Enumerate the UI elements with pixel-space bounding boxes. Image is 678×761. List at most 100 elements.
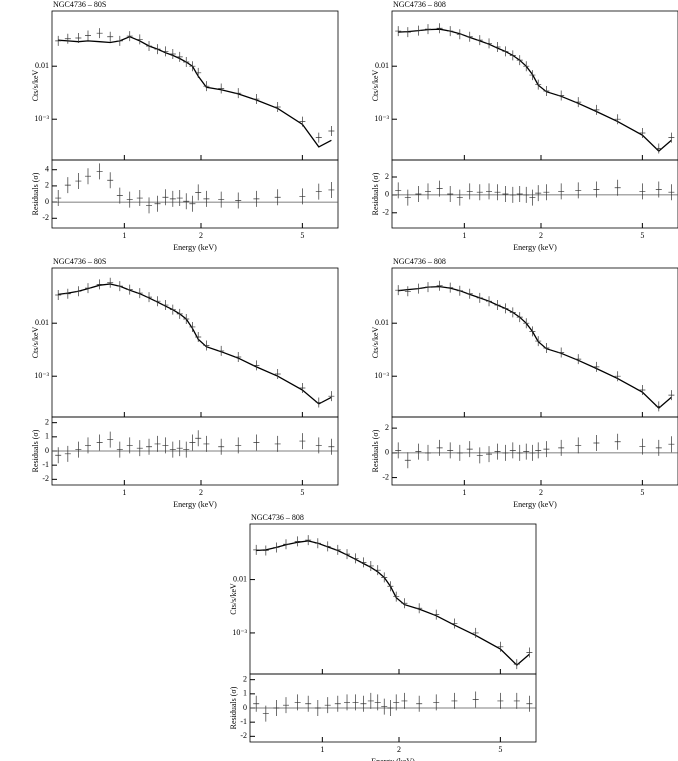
residual-point: [387, 700, 394, 716]
residual-point: [415, 186, 422, 202]
residual-frame: [391, 416, 678, 486]
count-point: [404, 286, 411, 297]
count-point: [154, 44, 161, 55]
count-point: [433, 609, 440, 620]
count-point: [535, 79, 542, 90]
count-point: [176, 51, 183, 62]
residual-point: [55, 190, 62, 207]
residual-point: [344, 694, 351, 711]
count-point: [195, 331, 202, 342]
y-tick-label: 10⁻³: [374, 114, 389, 123]
count-point: [476, 292, 483, 303]
count-point: [614, 371, 621, 382]
residual-point: [404, 189, 411, 206]
count-point: [436, 23, 443, 34]
residual-point: [96, 163, 103, 180]
x-tick-label: 2: [539, 231, 543, 240]
residual-y-tick-label: 2: [385, 172, 389, 181]
count-point: [146, 41, 153, 52]
count-point: [502, 303, 509, 314]
y-tick-label: 10⁻³: [34, 371, 49, 380]
residual-y-tick-label: 1: [243, 689, 247, 698]
residual-y-tick-label: -2: [240, 731, 247, 740]
residual-point: [668, 436, 675, 453]
residual-point: [273, 700, 280, 716]
residual-point: [315, 437, 322, 454]
residual-point: [466, 183, 473, 200]
residual-point: [502, 186, 509, 202]
panel-title: NGC4736 – 808: [393, 257, 446, 266]
residual-point: [456, 444, 463, 461]
residual-point: [315, 183, 322, 200]
y-tick-label: 0.01: [375, 318, 389, 327]
count-point: [472, 627, 479, 638]
count-point: [169, 48, 176, 59]
residual-point: [424, 183, 431, 200]
residual-point: [64, 177, 71, 194]
residual-point: [655, 181, 662, 198]
count-point: [509, 307, 516, 318]
residual-point: [614, 433, 621, 450]
count-point: [176, 308, 183, 319]
count-point: [447, 26, 454, 37]
residual-point: [639, 183, 646, 200]
residual-point: [558, 439, 565, 456]
residual-point: [282, 697, 289, 714]
count-point: [294, 536, 301, 547]
count-point: [64, 288, 71, 299]
residual-point: [235, 437, 242, 454]
residual-point: [639, 438, 646, 455]
count-point: [523, 61, 530, 72]
count-point: [84, 283, 91, 294]
count-point: [575, 97, 582, 108]
residual-point: [509, 442, 516, 459]
residual-point: [415, 443, 422, 460]
count-point: [282, 539, 289, 550]
residual-point: [529, 189, 536, 206]
count-point: [126, 284, 133, 295]
residual-frame: [391, 159, 678, 229]
count-point: [136, 288, 143, 299]
count-point: [639, 127, 646, 138]
count-point: [476, 35, 483, 46]
y-tick-label: 0.01: [375, 61, 389, 70]
residual-y-tick-label: 2: [385, 423, 389, 432]
count-point: [639, 384, 646, 395]
residual-point: [75, 173, 82, 190]
count-point: [169, 304, 176, 315]
residual-point: [218, 191, 225, 208]
residual-axis-label: Residuals (σ): [229, 686, 238, 729]
residual-point: [456, 189, 463, 206]
count-point: [218, 83, 225, 94]
count-point: [262, 545, 269, 556]
spectrum-frame: [249, 523, 537, 675]
count-point: [195, 67, 202, 78]
count-point: [415, 283, 422, 294]
residual-point: [154, 435, 161, 452]
count-point: [328, 391, 335, 402]
residual-y-tick-label: 2: [45, 417, 49, 426]
residual-point: [107, 431, 114, 448]
residual-point: [203, 190, 210, 207]
residual-axis-label: Residuals (σ): [371, 429, 380, 472]
residual-point: [436, 180, 443, 197]
count-point: [424, 24, 431, 35]
count-point: [451, 618, 458, 629]
count-point: [116, 281, 123, 292]
residual-point: [395, 442, 402, 459]
residual-point: [543, 441, 550, 458]
residual-point: [126, 437, 133, 454]
residual-point: [294, 694, 301, 711]
residual-point: [614, 179, 621, 196]
residual-point: [404, 452, 411, 469]
residual-point: [146, 438, 153, 455]
count-point: [401, 598, 408, 609]
y-tick-label: 0.01: [233, 574, 247, 583]
x-axis-label: Energy (keV): [371, 757, 415, 761]
residual-frame: [51, 159, 339, 229]
residual-point: [516, 444, 523, 461]
count-point: [328, 125, 335, 136]
count-point: [299, 382, 306, 393]
residual-y-tick-label: 0: [45, 197, 49, 206]
